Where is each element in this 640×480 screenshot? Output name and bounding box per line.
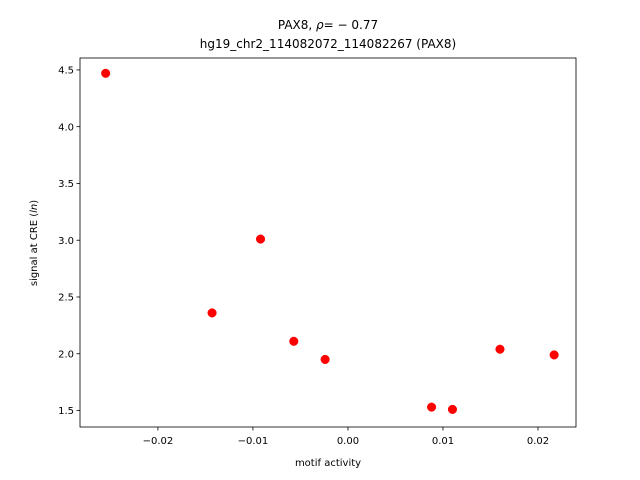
data-point — [320, 354, 330, 364]
data-point — [101, 68, 111, 78]
axes-frame — [79, 57, 577, 428]
y-axis-label-prefix: signal at CRE ( — [29, 213, 40, 286]
chart-subtitle: hg19_chr2_114082072_114082267 (PAX8) — [200, 37, 456, 51]
y-tick-label: 4.0 — [58, 122, 74, 133]
y-tick-label: 2.5 — [58, 293, 74, 304]
x-tick-label: 0.02 — [527, 436, 549, 447]
chart-title: PAX8, ρ= − 0.77 — [278, 18, 378, 32]
data-point — [255, 234, 266, 244]
y-axis-label: signal at CRE (ln) — [29, 200, 40, 286]
data-point — [549, 350, 559, 360]
y-axis-label-italic: ln — [29, 204, 40, 213]
x-axis-label: motif activity — [295, 458, 361, 469]
x-tick-label: 0.00 — [337, 436, 359, 447]
data-point — [495, 344, 505, 354]
y-tick-label: 3.5 — [58, 179, 74, 190]
y-axis-label-suffix: ) — [29, 200, 40, 204]
data-point — [447, 404, 458, 414]
title-rho-value: = − 0.77 — [324, 18, 378, 32]
data-point — [207, 308, 217, 318]
y-tick-label: 3.0 — [58, 236, 74, 247]
title-prefix: PAX8, — [278, 18, 316, 32]
y-tick-label: 2.0 — [58, 349, 74, 360]
data-point — [289, 336, 299, 346]
x-tick-label: 0.01 — [432, 436, 454, 447]
data-point — [427, 402, 437, 412]
x-tick-label: −0.02 — [143, 436, 174, 447]
y-tick-label: 1.5 — [58, 406, 74, 417]
plot-area: −0.02 −0.01 0.00 0.01 0.02 1.5 2.0 2.5 3.0 3.5 4.0… — [58, 57, 577, 447]
title-rho-symbol: ρ — [316, 18, 324, 32]
x-tick-label: −0.01 — [238, 436, 269, 447]
y-tick-label: 4.5 — [58, 66, 74, 77]
